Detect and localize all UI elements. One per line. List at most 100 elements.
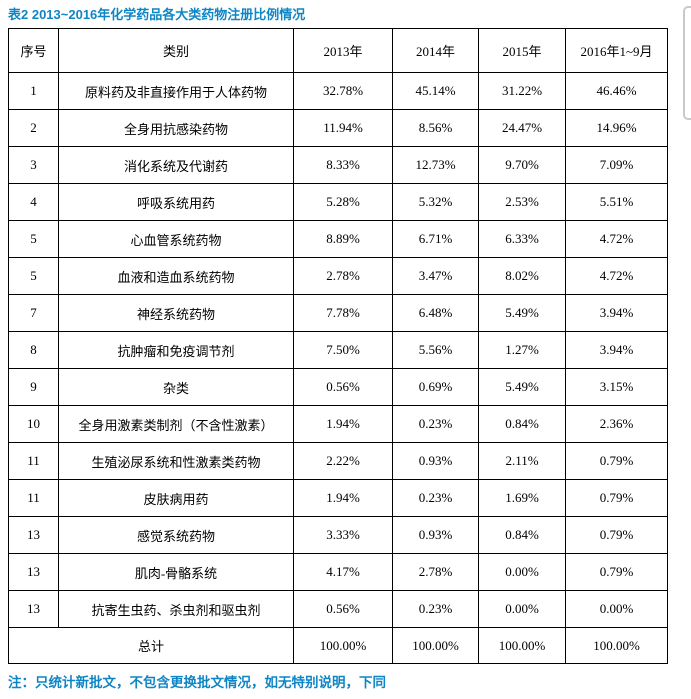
row-value: 0.93% <box>392 516 479 554</box>
row-value: 3.33% <box>293 516 393 554</box>
row-number: 9 <box>8 368 59 406</box>
row-value: 5.49% <box>478 368 566 406</box>
row-value: 0.00% <box>478 590 566 628</box>
row-number: 11 <box>8 479 59 517</box>
row-value: 6.48% <box>392 294 479 332</box>
table-row: 7 神经系统药物 7.78% 6.48% 5.49% 3.94% <box>8 294 668 332</box>
row-value: 46.46% <box>565 72 668 110</box>
table-row: 10 全身用激素类制剂（不含性激素） 1.94% 0.23% 0.84% 2.36% <box>8 405 668 443</box>
row-value: 0.23% <box>392 405 479 443</box>
table-row: 11 皮肤病用药 1.94% 0.23% 1.69% 0.79% <box>8 479 668 517</box>
row-value: 2.78% <box>293 257 393 295</box>
row-value: 5.32% <box>392 183 479 221</box>
row-value: 8.33% <box>293 146 393 184</box>
row-value: 11.94% <box>293 109 393 147</box>
table-row: 5 心血管系统药物 8.89% 6.71% 6.33% 4.72% <box>8 220 668 258</box>
row-value: 6.71% <box>392 220 479 258</box>
row-value: 2.36% <box>565 405 668 443</box>
row-category: 抗寄生虫药、杀虫剂和驱虫剂 <box>58 590 294 628</box>
row-value: 2.53% <box>478 183 566 221</box>
row-category: 抗肿瘤和免疫调节剂 <box>58 331 294 369</box>
row-value: 14.96% <box>565 109 668 147</box>
row-value: 5.49% <box>478 294 566 332</box>
total-value-2014: 100.00% <box>392 627 479 664</box>
row-value: 3.94% <box>565 331 668 369</box>
table-row: 2 全身用抗感染药物 11.94% 8.56% 24.47% 14.96% <box>8 109 668 147</box>
row-value: 0.69% <box>392 368 479 406</box>
row-number: 1 <box>8 72 59 110</box>
row-value: 5.56% <box>392 331 479 369</box>
row-value: 31.22% <box>478 72 566 110</box>
row-category: 皮肤病用药 <box>58 479 294 517</box>
table-row: 3 消化系统及代谢药 8.33% 12.73% 9.70% 7.09% <box>8 146 668 184</box>
row-number: 11 <box>8 442 59 480</box>
row-value: 32.78% <box>293 72 393 110</box>
row-value: 0.23% <box>392 479 479 517</box>
total-value-2016: 100.00% <box>565 627 668 664</box>
row-category: 全身用激素类制剂（不含性激素） <box>58 405 294 443</box>
table-row: 5 血液和造血系统药物 2.78% 3.47% 8.02% 4.72% <box>8 257 668 295</box>
row-value: 8.89% <box>293 220 393 258</box>
row-value: 0.79% <box>565 479 668 517</box>
row-value: 5.51% <box>565 183 668 221</box>
row-value: 2.78% <box>392 553 479 591</box>
row-value: 0.00% <box>478 553 566 591</box>
table-row: 13 感觉系统药物 3.33% 0.93% 0.84% 0.79% <box>8 516 668 554</box>
row-number: 13 <box>8 590 59 628</box>
row-value: 7.78% <box>293 294 393 332</box>
total-label: 总计 <box>8 627 294 664</box>
row-value: 24.47% <box>478 109 566 147</box>
total-row: 总计 100.00% 100.00% 100.00% 100.00% <box>8 627 668 664</box>
table-row: 8 抗肿瘤和免疫调节剂 7.50% 5.56% 1.27% 3.94% <box>8 331 668 369</box>
page-title: 表2 2013~2016年化学药品各大类药物注册比例情况 <box>8 7 306 22</box>
table-row: 11 生殖泌尿系统和性激素类药物 2.22% 0.93% 2.11% 0.79% <box>8 442 668 480</box>
row-value: 0.56% <box>293 368 393 406</box>
row-number: 2 <box>8 109 59 147</box>
table-header-row: 序号 类别 2013年 2014年 2015年 2016年1~9月 <box>8 28 668 73</box>
row-category: 杂类 <box>58 368 294 406</box>
row-value: 9.70% <box>478 146 566 184</box>
row-category: 生殖泌尿系统和性激素类药物 <box>58 442 294 480</box>
row-number: 7 <box>8 294 59 332</box>
row-value: 7.09% <box>565 146 668 184</box>
row-value: 3.47% <box>392 257 479 295</box>
row-value: 0.93% <box>392 442 479 480</box>
row-category: 神经系统药物 <box>58 294 294 332</box>
footnote: 注：只统计新批文，不包含更换批文情况，如无特别说明，下同 <box>8 675 386 690</box>
row-value: 3.15% <box>565 368 668 406</box>
row-value: 5.28% <box>293 183 393 221</box>
total-value-2013: 100.00% <box>293 627 393 664</box>
row-category: 呼吸系统用药 <box>58 183 294 221</box>
row-value: 2.22% <box>293 442 393 480</box>
row-category: 感觉系统药物 <box>58 516 294 554</box>
table-row: 1 原料药及非直接作用于人体药物 32.78% 45.14% 31.22% 46.46% <box>8 72 668 110</box>
row-number: 8 <box>8 331 59 369</box>
row-value: 3.94% <box>565 294 668 332</box>
header-cell-2014: 2014年 <box>392 28 479 73</box>
registration-ratio-table: 序号 类别 2013年 2014年 2015年 2016年1~9月 1 原料药及非… <box>8 28 668 664</box>
header-cell-category: 类别 <box>58 28 294 73</box>
row-value: 12.73% <box>392 146 479 184</box>
row-value: 1.94% <box>293 479 393 517</box>
total-value-2015: 100.00% <box>478 627 566 664</box>
row-number: 5 <box>8 257 59 295</box>
header-cell-2016: 2016年1~9月 <box>565 28 668 73</box>
row-value: 8.56% <box>392 109 479 147</box>
table-row: 4 呼吸系统用药 5.28% 5.32% 2.53% 5.51% <box>8 183 668 221</box>
row-category: 全身用抗感染药物 <box>58 109 294 147</box>
row-value: 1.94% <box>293 405 393 443</box>
row-value: 2.11% <box>478 442 566 480</box>
row-number: 4 <box>8 183 59 221</box>
adjacent-frame-fragment <box>683 6 691 120</box>
row-value: 1.27% <box>478 331 566 369</box>
row-category: 心血管系统药物 <box>58 220 294 258</box>
row-value: 0.00% <box>565 590 668 628</box>
row-value: 6.33% <box>478 220 566 258</box>
row-value: 7.50% <box>293 331 393 369</box>
header-cell-2013: 2013年 <box>293 28 393 73</box>
row-number: 10 <box>8 405 59 443</box>
row-value: 4.17% <box>293 553 393 591</box>
row-value: 45.14% <box>392 72 479 110</box>
table-row: 9 杂类 0.56% 0.69% 5.49% 3.15% <box>8 368 668 406</box>
